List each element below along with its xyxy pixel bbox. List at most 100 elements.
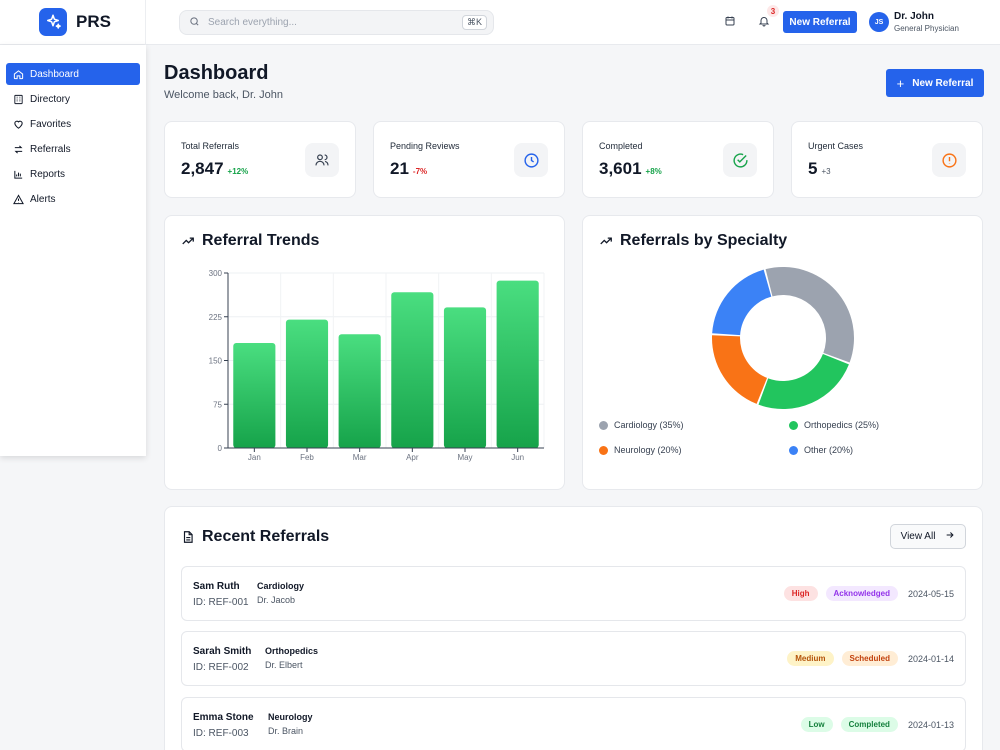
- stat-delta: +3: [821, 167, 831, 176]
- referral-trends-chart: 0 75 150 225 300 Jan Feb Mar Apr May Jun: [209, 269, 545, 462]
- sidebar-item-directory[interactable]: Directory: [6, 88, 140, 110]
- sidebar-item-label: Reports: [30, 168, 66, 180]
- referral-trends-title-text: Referral Trends: [202, 232, 320, 249]
- referral-row[interactable]: Sarah Smith ID: REF-002 Orthopedics Dr. …: [181, 631, 966, 686]
- y-tick-label: 150: [209, 357, 223, 366]
- sidebar-item-favorites[interactable]: Favorites: [6, 113, 140, 135]
- sidebar-item-alerts[interactable]: Alerts: [6, 188, 140, 210]
- sidebar-item-label: Directory: [30, 93, 71, 105]
- specialty-card: Referrals by Specialty Cardiology (35%) …: [582, 215, 983, 490]
- sidebar-item-dashboard[interactable]: Dashboard: [6, 63, 140, 85]
- stat-value-row: 5 +3: [808, 159, 831, 179]
- x-tick-label: Feb: [300, 453, 314, 462]
- status-badge: Completed: [840, 717, 898, 732]
- patient-name: Sarah Smith: [193, 646, 252, 657]
- stat-delta: +12%: [227, 167, 249, 176]
- specialty: Orthopedics: [265, 646, 319, 656]
- stat-value: 21: [390, 159, 409, 178]
- referral-row[interactable]: Sam Ruth ID: REF-001 Cardiology Dr. Jaco…: [181, 566, 966, 621]
- calendar-icon[interactable]: [723, 14, 737, 28]
- legend-item-orthopedics: Orthopedics (25%): [789, 420, 879, 430]
- referral-id: ID: REF-003: [193, 728, 249, 739]
- bar-jan[interactable]: [233, 343, 276, 448]
- x-tick-label: May: [457, 453, 472, 462]
- row-meta: Medium Scheduled 2024-01-14: [787, 651, 954, 666]
- priority-badge: High: [783, 586, 818, 601]
- users-icon: [305, 143, 339, 177]
- slice-neurology[interactable]: [712, 335, 768, 404]
- referral-trends-title: Referral Trends: [181, 232, 319, 250]
- search-bar[interactable]: ⌘K: [179, 10, 494, 35]
- document-icon: [181, 530, 195, 544]
- legend-dot: [599, 420, 608, 430]
- specialty-donut-chart: [712, 267, 854, 409]
- sidebar-item-referrals[interactable]: Referrals: [6, 138, 140, 160]
- slice-cardiology[interactable]: [765, 267, 854, 363]
- stat-value-row: 2,847 +12%: [181, 159, 248, 179]
- sidebar-item-label: Favorites: [30, 118, 72, 130]
- recent-referrals-title: Recent Referrals: [181, 528, 329, 546]
- check-circle-icon: [723, 143, 757, 177]
- status-badge: Acknowledged: [825, 586, 898, 601]
- specialty: Neurology: [268, 712, 313, 722]
- stat-card-completed: Completed 3,601 +8%: [582, 121, 774, 198]
- y-tick-label: 300: [209, 269, 223, 278]
- logo-icon[interactable]: [39, 8, 67, 36]
- view-all-button[interactable]: View All: [890, 524, 966, 549]
- trending-up-icon: [599, 234, 613, 248]
- y-tick-label: 75: [213, 400, 222, 409]
- legend-label: Other (20%): [804, 445, 854, 455]
- home-icon: [12, 68, 24, 80]
- search-input[interactable]: [208, 17, 448, 28]
- x-tick-label: Jan: [248, 453, 261, 462]
- doctor: Dr. Jacob: [257, 595, 296, 605]
- status-badge: Scheduled: [841, 651, 898, 666]
- specialty-title-text: Referrals by Specialty: [620, 232, 788, 249]
- page-subtitle: Welcome back, Dr. John: [164, 89, 284, 101]
- user-name[interactable]: Dr. John: [894, 11, 935, 22]
- legend-label: Orthopedics (25%): [804, 420, 880, 430]
- warning-icon: [12, 193, 24, 205]
- sidebar-item-reports[interactable]: Reports: [6, 163, 140, 185]
- y-tick-label: 225: [209, 313, 223, 322]
- search-icon: [189, 14, 200, 32]
- avatar[interactable]: JS: [869, 12, 889, 32]
- stat-value-row: 21 -7%: [390, 159, 427, 179]
- stat-card-pending-reviews: Pending Reviews 21 -7%: [373, 121, 565, 198]
- x-tick-label: Jun: [511, 453, 524, 462]
- stat-value: 3,601: [599, 159, 642, 178]
- stat-delta: -7%: [412, 167, 428, 176]
- bar-jun[interactable]: [496, 280, 539, 448]
- bar-may[interactable]: [443, 307, 487, 448]
- sidebar-item-label: Alerts: [30, 193, 56, 205]
- top-bar: PRS ⌘K 3 New Referral JS Dr. John Genera…: [0, 0, 1000, 45]
- patient-name: Sam Ruth: [193, 581, 240, 592]
- doctor: Dr. Brain: [268, 726, 304, 736]
- view-all-label: View All: [900, 531, 936, 542]
- new-referral-button[interactable]: New Referral: [783, 11, 857, 33]
- user-role: General Physician: [894, 24, 959, 33]
- doctor: Dr. Elbert: [265, 660, 303, 670]
- sidebar: Dashboard Directory Favorites Referrals …: [0, 45, 146, 456]
- bar-mar[interactable]: [338, 334, 381, 448]
- bell-icon[interactable]: [757, 14, 771, 28]
- heart-icon: [12, 118, 24, 130]
- main-new-referral-label: New Referral: [912, 77, 974, 89]
- x-tick-label: Mar: [353, 453, 367, 462]
- bar-apr[interactable]: [391, 292, 434, 448]
- bar-feb[interactable]: [285, 319, 329, 448]
- legend-label: Cardiology (35%): [614, 420, 684, 430]
- main-new-referral-button[interactable]: + New Referral: [886, 69, 984, 97]
- referral-trends-card: Referral Trends 0 75 150 225 300 Jan Feb Mar Apr…: [164, 215, 565, 490]
- referral-date: 2024-01-13: [907, 719, 954, 730]
- specialty: Cardiology: [257, 581, 305, 591]
- search-shortcut: ⌘K: [461, 15, 487, 30]
- page-title: Dashboard: [164, 62, 269, 84]
- slice-other[interactable]: [712, 269, 772, 336]
- slice-orthopedics[interactable]: [758, 353, 849, 409]
- row-meta: High Acknowledged 2024-05-15: [783, 586, 954, 601]
- stat-label: Urgent Cases: [808, 141, 864, 151]
- legend-item-cardiology: Cardiology (35%): [599, 420, 684, 430]
- referral-row[interactable]: Emma Stone ID: REF-003 Neurology Dr. Bra…: [181, 697, 966, 750]
- app-name: PRS: [76, 12, 111, 31]
